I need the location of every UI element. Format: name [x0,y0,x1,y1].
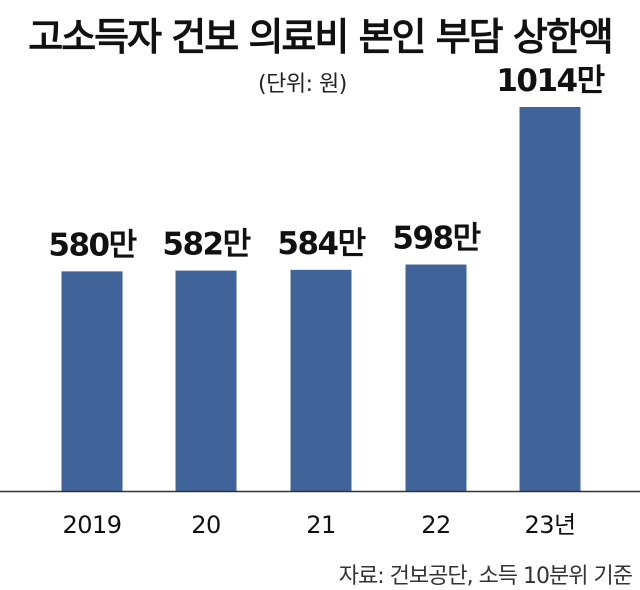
x-tick-label-2019: 2019 [62,511,121,539]
data-label-21: 584만 [277,226,365,262]
data-label-20: 582만 [162,227,250,263]
data-label-23년: 1014만 [496,63,604,99]
chart-title: 고소득자 건보 의료비 본인 부담 상한액 [28,15,614,59]
bar-22 [405,264,467,491]
bar-21 [290,269,352,491]
x-tick-label-20: 20 [191,511,221,539]
x-tick-label-21: 21 [306,511,336,539]
unit-note: (단위: 원) [258,72,347,97]
bar-2019 [61,271,123,491]
x-tick-label-23년: 23년 [524,511,575,539]
bar-23년 [519,106,581,491]
x-tick-label-22: 22 [421,511,451,539]
data-label-2019: 580만 [48,227,136,263]
data-label-22: 598만 [392,221,480,257]
source-note: 자료: 건보공단, 소득 10분위 기준 [338,564,633,589]
bar-20 [175,270,237,491]
